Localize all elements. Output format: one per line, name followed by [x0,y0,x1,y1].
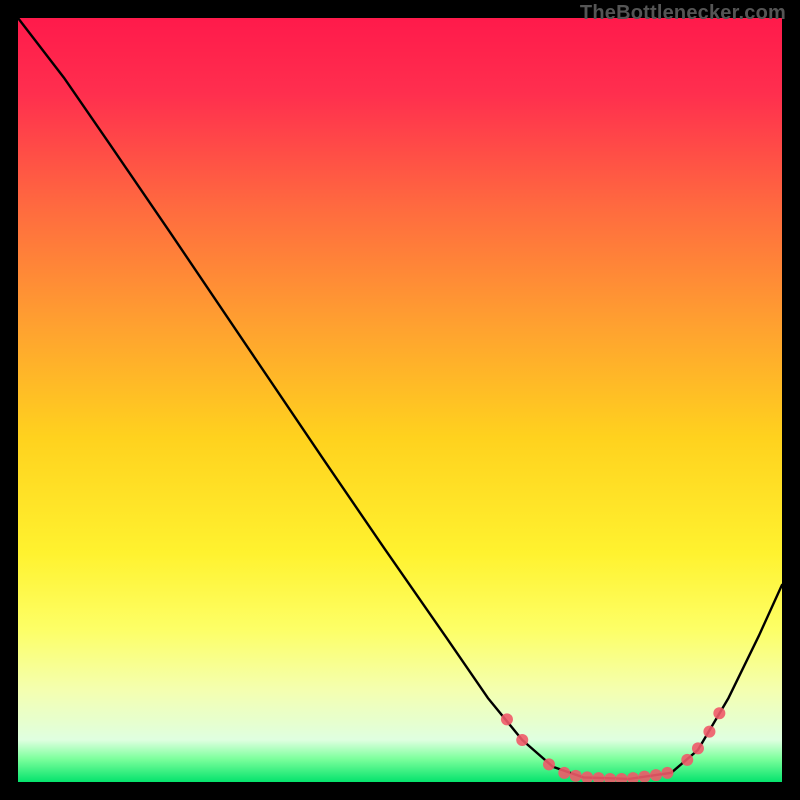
marker-dot [692,742,704,754]
marker-dot [593,772,605,782]
marker-dot [681,754,693,766]
marker-dot [638,771,650,782]
marker-dot [516,734,528,746]
marker-dot [650,769,662,781]
plot-area [18,18,782,782]
bottleneck-curve [18,18,782,779]
marker-dot [570,770,582,782]
marker-dot [604,773,616,782]
marker-group [501,707,725,782]
marker-dot [661,767,673,779]
marker-dot [627,772,639,782]
marker-dot [713,707,725,719]
marker-dot [501,713,513,725]
chart-foreground [18,18,782,782]
marker-dot [616,773,628,782]
marker-dot [558,767,570,779]
marker-dot [543,758,555,770]
marker-dot [581,771,593,782]
watermark-text: TheBottlenecker.com [580,2,786,25]
marker-dot [703,726,715,738]
